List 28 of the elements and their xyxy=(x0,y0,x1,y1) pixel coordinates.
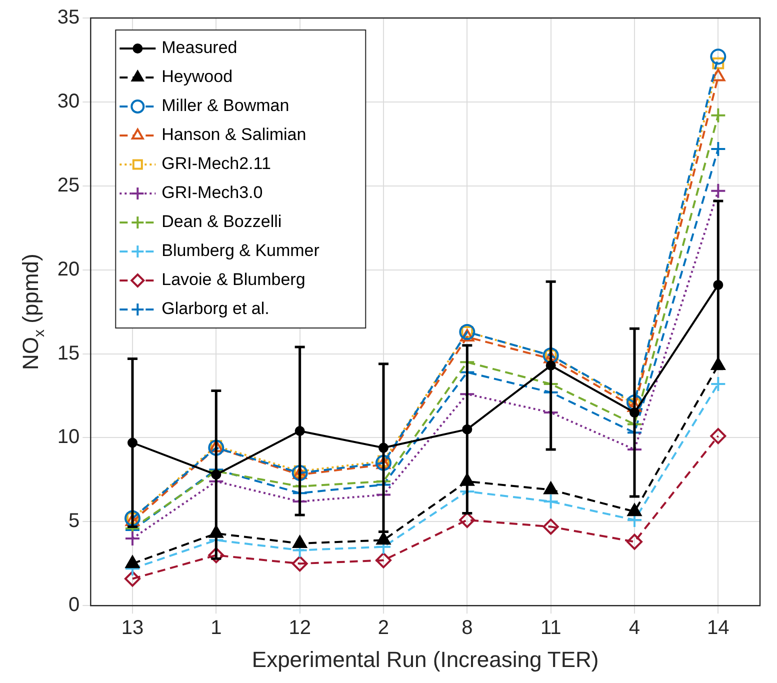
y-tick-label: 30 xyxy=(57,90,80,112)
x-tick-label: 8 xyxy=(462,617,473,640)
legend-label: Miller & Bowman xyxy=(162,96,290,116)
y-tick-label: 15 xyxy=(57,342,80,364)
legend-label: GRI-Mech2.11 xyxy=(162,154,271,174)
y-tick-label: 35 xyxy=(57,6,80,29)
legend-label: Lavoie & Blumberg xyxy=(162,270,306,290)
x-tick-label: 11 xyxy=(540,617,562,640)
x-tick-label: 4 xyxy=(628,617,640,640)
y-axis-title: NOx (ppmd) xyxy=(18,254,48,370)
x-axis-title: Experimental Run (Increasing TER) xyxy=(252,646,599,672)
x-tick-label: 12 xyxy=(288,617,311,640)
x-tick-label: 14 xyxy=(707,617,730,640)
y-tick-label: 5 xyxy=(68,510,80,532)
legend-label: Measured xyxy=(162,38,238,58)
legend-label: Heywood xyxy=(162,67,233,86)
legend-label: Hanson & Salimian xyxy=(162,125,306,144)
x-tick-label: 2 xyxy=(378,617,390,640)
y-tick-label: 10 xyxy=(57,426,80,448)
legend-label: Blumberg & Kummer xyxy=(162,241,320,260)
legend-label: GRI-Mech3.0 xyxy=(162,183,263,202)
x-tick-label: 1 xyxy=(210,617,222,640)
legend-label: Glarborg et al. xyxy=(162,299,270,318)
y-tick-label: 20 xyxy=(57,258,80,280)
y-tick-label: 25 xyxy=(57,174,80,196)
x-tick-label: 13 xyxy=(121,617,144,640)
legend-label: Dean & Bozzelli xyxy=(162,212,282,232)
y-tick-label: 0 xyxy=(68,594,80,616)
